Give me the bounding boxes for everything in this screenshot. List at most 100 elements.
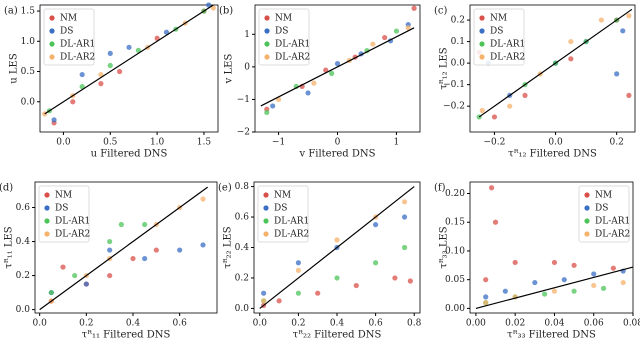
point	[206, 2, 212, 8]
point	[311, 80, 317, 86]
point	[401, 244, 408, 251]
point	[491, 114, 498, 120]
point	[334, 275, 340, 281]
point	[107, 247, 113, 253]
legend-label: DL-AR2	[60, 53, 95, 63]
x-tick-label: 0.08	[623, 319, 640, 329]
x-axis-label: τᴿ₃₃ Filtered DNS	[507, 330, 596, 341]
point	[401, 214, 408, 220]
plot-area	[261, 199, 413, 308]
panel: 0.0 0.5 1.0 1.5 0.0 0.5 1.0 1.5 u Filtered DNS u …	[4, 2, 219, 160]
point	[323, 67, 329, 73]
x-axis-label: u Filtered DNS	[91, 149, 168, 160]
legend-marker	[479, 15, 485, 21]
legend-marker	[49, 41, 55, 47]
legend-marker	[479, 28, 485, 34]
point	[561, 277, 567, 283]
point	[407, 278, 413, 284]
panel-label: (c)	[434, 6, 448, 17]
point	[329, 70, 335, 76]
x-tick-label: 1.0	[150, 138, 165, 148]
legend-label: DL-AR1	[55, 217, 90, 227]
point	[264, 109, 270, 116]
y-tick-label: 1.5	[21, 7, 36, 17]
legend-marker	[49, 15, 55, 21]
point	[98, 81, 104, 87]
legend-label: DS	[55, 204, 68, 214]
point	[353, 282, 359, 289]
point	[522, 92, 528, 99]
point	[142, 255, 148, 262]
point	[154, 35, 160, 41]
y-tick-label: 0.05	[445, 275, 465, 285]
point	[393, 28, 400, 34]
reference-line	[475, 266, 634, 309]
point	[502, 288, 508, 294]
legend-label: NM	[275, 14, 292, 24]
y-axis-label: τᴿ₃₃ LES	[439, 226, 450, 268]
point	[117, 68, 123, 75]
x-axis-label: τᴿ₁₂ Filtered DNS	[508, 149, 597, 160]
plot-frame	[34, 181, 218, 314]
point	[334, 61, 341, 67]
y-tick-label: 0.4	[235, 243, 250, 253]
point	[551, 288, 558, 294]
legend-marker	[44, 218, 50, 224]
point	[483, 294, 489, 300]
point	[261, 290, 267, 296]
plot-area	[48, 196, 206, 304]
point	[373, 260, 379, 266]
point	[334, 237, 340, 243]
y-axis-label: τᴿ₁₂ LES	[439, 47, 450, 89]
y-tick-label: 0.6	[16, 203, 31, 213]
panel-label: (a)	[4, 6, 18, 17]
legend-marker	[49, 28, 55, 34]
x-tick-label: 1	[394, 138, 400, 148]
legend-marker	[584, 231, 590, 237]
x-tick-label: 0.02	[505, 319, 525, 329]
legend-box	[473, 8, 525, 66]
point	[614, 71, 620, 77]
point	[305, 90, 311, 96]
legend-marker	[584, 218, 590, 224]
point	[405, 25, 411, 31]
point	[401, 199, 408, 205]
point	[507, 103, 513, 109]
point	[79, 71, 85, 78]
y-axis-label: v LES	[224, 54, 235, 85]
point	[600, 285, 607, 291]
legend-label: NM	[490, 14, 507, 24]
x-tick-label: 0.06	[584, 319, 604, 329]
legend-label: DL-AR2	[274, 230, 309, 240]
x-axis-label: τᴿ₂₂ Filtered DNS	[293, 330, 382, 341]
panel: −1 0 1 −2 −1 0 1 v Filtered DNS v LES (b) NM DS DL-A…	[219, 4, 421, 160]
y-tick-label: 0.4	[16, 237, 31, 247]
point	[107, 50, 113, 56]
point	[489, 185, 495, 191]
point	[295, 267, 301, 273]
point	[142, 221, 148, 228]
legend-marker	[264, 28, 270, 34]
point	[370, 41, 376, 47]
legend-marker	[264, 15, 270, 21]
x-tick-label: 1.5	[197, 138, 212, 148]
point	[373, 222, 379, 228]
y-tick-label: 0.5	[21, 67, 36, 77]
legend-box	[38, 185, 90, 243]
point	[568, 56, 574, 62]
point	[315, 290, 321, 296]
point	[83, 281, 89, 287]
legend-label: NM	[274, 191, 291, 201]
panel: −0.2 0.0 0.2 −0.2 −0.1 0.0 0.1 0.2 τᴿ₁₂ Filtered…	[434, 4, 636, 160]
panel-label: (b)	[219, 6, 233, 17]
legend: NM DS DL-AR1 DL-AR2	[473, 8, 525, 66]
point	[135, 47, 141, 53]
legend-label: DL-AR2	[490, 53, 525, 63]
legend-box	[578, 185, 630, 243]
x-axis-label: v Filtered DNS	[299, 149, 376, 160]
y-axis-label: τᴿ₂₂ LES	[223, 226, 234, 268]
x-tick-label: 0.0	[56, 138, 71, 148]
x-tick-label: 0.6	[173, 319, 188, 329]
